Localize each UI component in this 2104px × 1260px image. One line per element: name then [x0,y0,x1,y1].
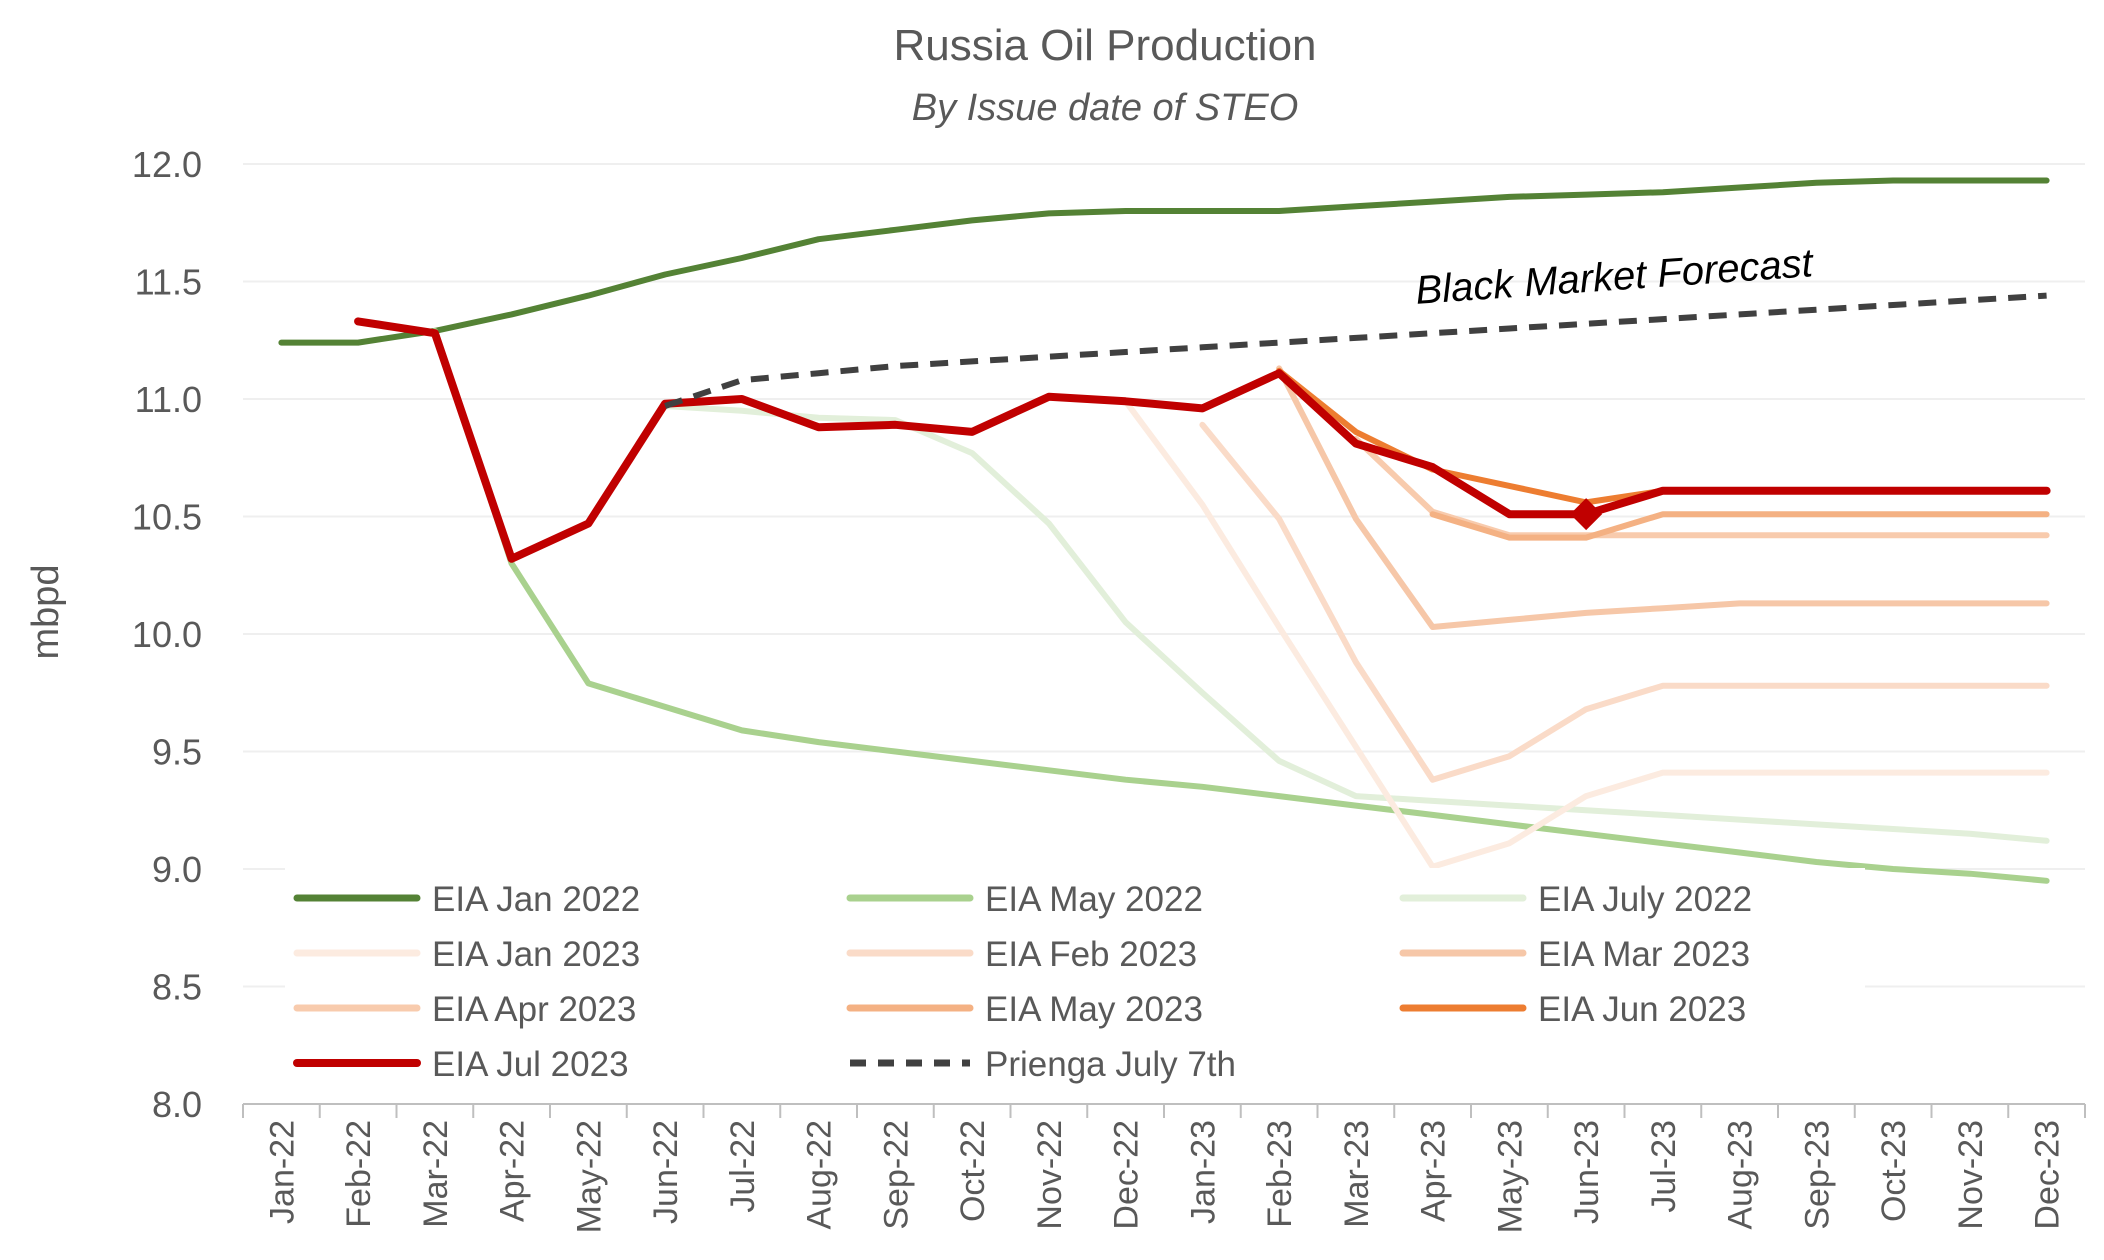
chart-subtitle: By Issue date of STEO [912,87,1299,129]
x-tick-label: Jun-23 [1568,1120,1606,1224]
series-line-eia-jan-2023 [1122,398,2050,870]
x-tick-label: May-22 [570,1120,608,1233]
y-axis-tick-labels: 8.0 8.5 9.0 9.5 10.0 10.5 11.0 11.5 12.0 [132,144,202,1125]
x-tick-label: Feb-23 [1261,1120,1299,1228]
series-line-eia-jul-2023 [354,317,2051,563]
series-line-eia-jun-2023 [1276,367,2050,506]
marker-diamond [1570,498,1603,531]
y-axis-label: mbpd [25,564,67,659]
legend-background [285,868,1865,1086]
legend-item-eia-jul-2023: EIA Jul 2023 [293,1045,629,1084]
series-line-eia-july-2022 [662,403,2050,844]
legend-label: EIA May 2023 [985,990,1203,1029]
legend-label: EIA Jul 2023 [432,1045,629,1084]
x-tick-label: Apr-22 [494,1120,532,1222]
x-tick-label: Feb-22 [340,1120,378,1228]
x-tick-label: Dec-22 [1108,1120,1146,1230]
y-tick-label: 11.0 [135,379,202,420]
y-tick-label: 8.5 [152,967,202,1008]
y-tick-label: 10.0 [132,614,202,655]
legend: EIA Jan 2022 EIA May 2022 EIA July 2022 EIA… [285,868,1865,1086]
x-tick-label: Jul-23 [1645,1120,1683,1213]
x-tick-label: Mar-23 [1338,1120,1376,1228]
chart-title: Russia Oil Production [893,21,1316,70]
y-tick-label: 10.5 [132,497,202,538]
legend-label: Prienga July 7th [985,1045,1236,1084]
x-tick-label: Aug-22 [801,1120,839,1230]
legend-label: EIA July 2022 [1538,880,1752,919]
y-tick-label: 8.0 [152,1084,202,1125]
y-tick-label: 12.0 [132,144,202,185]
x-axis: Jan-22 Feb-22 Mar-22 Apr-22 May-22 Jun-22 Jul-… [242,1103,2086,1233]
legend-item-eia-may-2022: EIA May 2022 [846,880,1203,919]
y-tick-label: 9.5 [152,732,202,773]
series-line-eia-mar-2023 [1276,365,2050,630]
legend-label: EIA Mar 2023 [1538,935,1750,974]
x-tick-label: Dec-23 [2029,1120,2067,1230]
x-tick-label: Mar-22 [417,1120,455,1228]
x-tick-label: Sep-22 [877,1120,915,1230]
series-lines [278,177,2051,884]
x-tick-label: Jan-22 [263,1120,301,1224]
legend-item-eia-feb-2023: EIA Feb 2023 [846,935,1197,974]
x-tick-label: Oct-23 [1875,1120,1913,1222]
x-tick-label: Nov-23 [1952,1120,1990,1230]
x-tick-label: Jan-23 [1184,1120,1222,1224]
black-market-annotation: Black Market Forecast [1414,241,1816,313]
series-line-eia-jan-2022 [278,177,2050,346]
x-tick-label: Jun-22 [647,1120,685,1224]
legend-item-eia-jan-2023: EIA Jan 2023 [293,935,640,974]
series-line-prienga-july-7th [664,292,2047,409]
legend-label: EIA Feb 2023 [985,935,1197,974]
y-tick-label: 9.0 [152,849,202,890]
x-tick-label: Jul-22 [724,1120,762,1213]
markers [1570,498,1603,531]
legend-item-eia-jan-2022: EIA Jan 2022 [293,880,640,919]
x-tick-label: Sep-23 [1798,1120,1836,1230]
x-tick-label: Aug-23 [1722,1120,1760,1230]
legend-label: EIA Jan 2023 [432,935,640,974]
series-line-eia-feb-2023 [1199,421,2050,783]
legend-item-prienga-july-7th: Prienga July 7th [850,1045,1236,1084]
legend-item-eia-may-2023: EIA May 2023 [846,990,1203,1029]
y-tick-label: 11.5 [135,262,202,303]
legend-item-eia-apr-2023: EIA Apr 2023 [293,990,636,1029]
x-tick-label: May-23 [1491,1120,1529,1233]
series-line-eia-may-2022 [431,327,2050,884]
legend-item-eia-mar-2023: EIA Mar 2023 [1399,935,1750,974]
series-line-eia-may-2023 [1429,511,2050,541]
x-tick-label: Nov-22 [1031,1120,1069,1230]
legend-label: EIA May 2022 [985,880,1203,919]
legend-item-eia-jun-2023: EIA Jun 2023 [1399,990,1746,1029]
legend-item-eia-july-2022: EIA July 2022 [1399,880,1752,919]
legend-label: EIA Apr 2023 [432,990,636,1029]
x-tick-label: Apr-23 [1415,1120,1453,1222]
legend-label: EIA Jun 2023 [1538,990,1746,1029]
legend-label: EIA Jan 2022 [432,880,640,919]
x-tick-label: Oct-22 [954,1120,992,1222]
